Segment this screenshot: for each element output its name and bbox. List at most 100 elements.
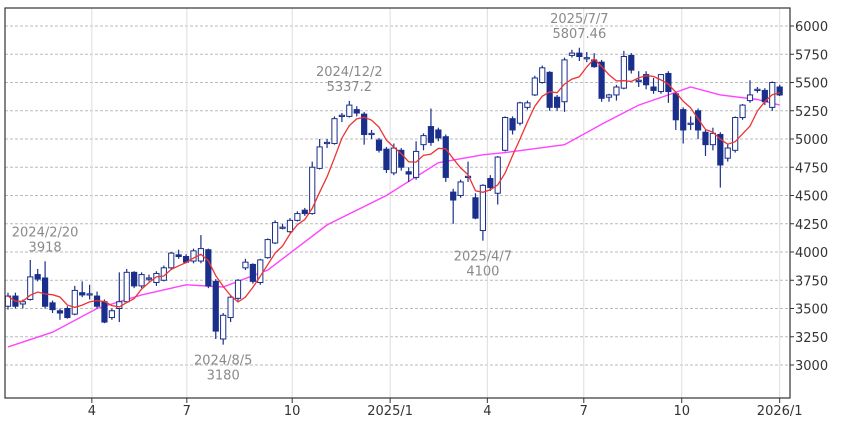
candle <box>316 139 323 170</box>
candle <box>702 129 709 156</box>
x-tick-label: 7 <box>183 404 191 419</box>
candle-body-up <box>568 52 576 56</box>
candle <box>457 179 464 198</box>
candle <box>672 92 679 130</box>
candle-body-down <box>628 54 635 71</box>
candle <box>205 248 212 289</box>
y-tick-label: 4500 <box>795 190 828 205</box>
candle <box>613 84 620 101</box>
candle-body-up <box>420 135 427 146</box>
candle-body-down <box>42 277 49 307</box>
candle-body-up <box>620 56 627 89</box>
candle <box>286 218 294 233</box>
candle <box>257 258 264 285</box>
axes: 3000 3250 3500 3750 4000 4250 4500 4750 5000 5250… <box>88 20 828 419</box>
candle <box>494 155 501 205</box>
candle-body-up <box>724 147 731 159</box>
y-tick-label: 4750 <box>795 161 828 176</box>
candle <box>531 75 538 97</box>
candle-body-down <box>776 86 783 96</box>
candle <box>49 300 56 314</box>
y-tick-label: 4250 <box>795 218 828 233</box>
candle <box>450 188 457 224</box>
candle <box>145 274 153 282</box>
x-tick-label: 7 <box>580 404 588 419</box>
candle <box>405 167 412 182</box>
candle <box>4 292 12 310</box>
candle-body-up <box>539 67 546 83</box>
annotation-date: 2025/4/7 <box>454 250 512 265</box>
candle <box>739 103 746 120</box>
candle-body-down <box>34 274 41 280</box>
y-tick-label: 6000 <box>795 20 828 35</box>
candle-body-down <box>702 131 709 146</box>
candle-body-up <box>583 57 590 60</box>
candle-body-down <box>717 133 724 166</box>
candles <box>4 47 783 345</box>
candle <box>190 248 197 264</box>
candle <box>398 148 405 171</box>
candle-body-down <box>442 136 449 178</box>
y-tick-label: 3750 <box>795 274 828 289</box>
candle-body-down <box>472 197 479 219</box>
candle <box>375 137 383 153</box>
candle <box>524 100 531 110</box>
annotation-date: 2024/8/5 <box>194 354 252 369</box>
candle <box>42 261 49 309</box>
candle-body-down <box>435 129 442 139</box>
candle-body-down <box>49 302 56 311</box>
candle <box>131 271 138 289</box>
plot-frame <box>4 7 791 399</box>
candle-body-down <box>131 271 138 287</box>
candle-body-up <box>190 250 197 262</box>
candle <box>64 306 71 319</box>
candle <box>776 84 783 97</box>
y-tick-label: 5000 <box>795 133 828 148</box>
candle-body-down <box>79 292 86 296</box>
candle <box>576 47 583 62</box>
candle-body-up <box>746 94 754 102</box>
candle-body-down <box>598 61 605 99</box>
candle-body-down <box>509 118 516 131</box>
candle-body-up <box>605 94 613 98</box>
candle <box>323 139 331 149</box>
candle-body-up <box>234 279 242 299</box>
candle-body-down <box>249 263 256 282</box>
candle-body-down <box>553 96 561 108</box>
candle-body-down <box>212 280 219 332</box>
candle-body-down <box>680 109 687 131</box>
candle <box>635 71 642 88</box>
candle <box>346 100 353 118</box>
candle-body-up <box>635 79 642 82</box>
candle-body-up <box>754 88 761 91</box>
candle <box>197 235 205 264</box>
candle-body-up <box>272 222 279 244</box>
candle-body-up <box>531 77 538 96</box>
y-tick-label: 3000 <box>795 359 828 374</box>
candle-body-up <box>516 102 524 124</box>
candle-body-up <box>220 314 227 340</box>
candle <box>168 252 175 269</box>
candle <box>309 161 316 215</box>
annotation-date: 2024/2/20 <box>12 225 79 240</box>
candle <box>754 87 761 93</box>
y-tick-label: 4000 <box>795 246 828 261</box>
candle-body-up <box>168 252 175 269</box>
candle <box>34 268 41 282</box>
candle <box>212 279 219 340</box>
candle <box>694 108 702 139</box>
candle-body-up <box>524 102 531 108</box>
candle-body-up <box>613 86 620 96</box>
x-tick-label: 10 <box>284 404 301 419</box>
candle <box>620 50 627 90</box>
candle-body-up <box>732 117 739 151</box>
candle-body-down <box>576 52 583 58</box>
candle <box>435 127 442 142</box>
candle <box>724 143 731 162</box>
candle-body-down <box>375 139 383 151</box>
candle-body-up <box>502 117 509 151</box>
candle <box>79 281 86 298</box>
